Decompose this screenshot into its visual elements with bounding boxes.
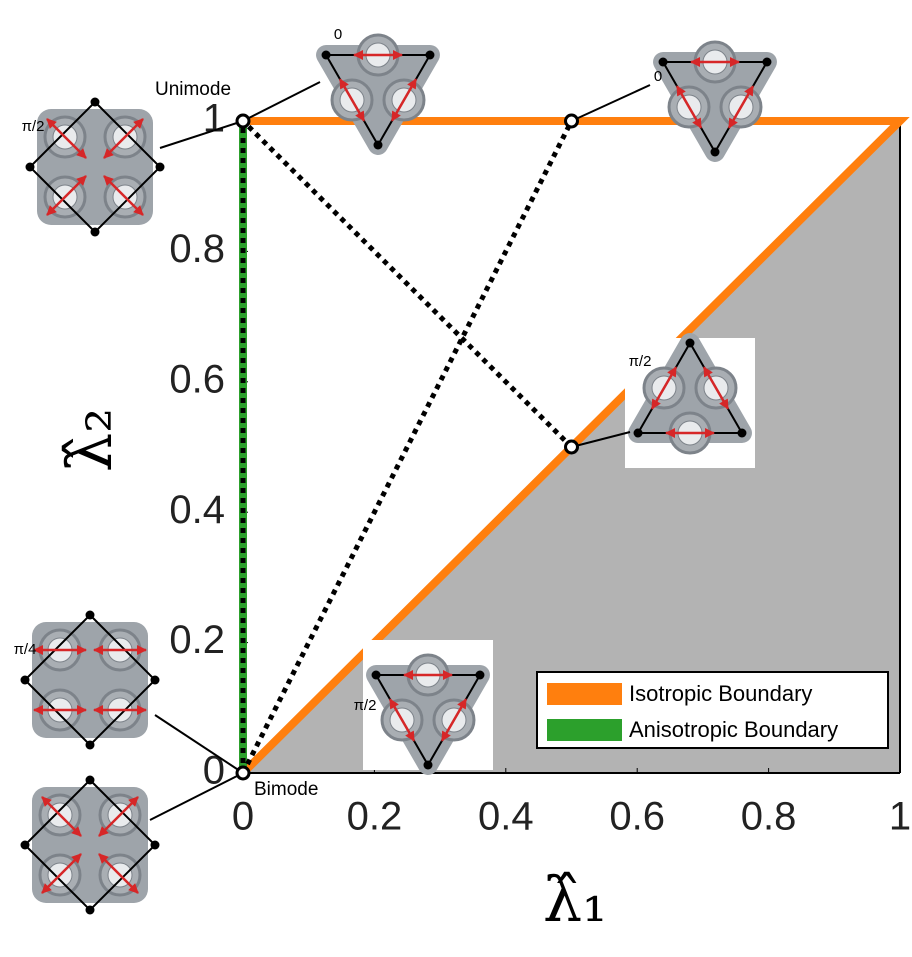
point	[237, 115, 249, 127]
connector	[243, 82, 320, 121]
node	[372, 671, 381, 680]
inset-label: π/4	[14, 641, 37, 658]
x-tick-label: 1	[889, 795, 911, 839]
node	[737, 429, 746, 438]
legend-swatch	[547, 683, 622, 705]
connector	[160, 121, 243, 148]
node	[151, 676, 160, 685]
point	[566, 441, 578, 453]
connector	[572, 85, 651, 121]
x-tick-label: 0.4	[478, 795, 534, 839]
node	[156, 163, 165, 172]
x-tick-label: 0.2	[347, 795, 403, 839]
node	[21, 676, 30, 685]
node	[86, 741, 95, 750]
y-tick-label: 0.6	[169, 357, 225, 401]
connector	[155, 715, 243, 773]
node	[26, 163, 35, 172]
y-tick-label: 0.4	[169, 488, 225, 532]
legend-swatch	[547, 719, 622, 741]
point	[237, 767, 249, 779]
point	[566, 115, 578, 127]
inset-label: π/2	[629, 353, 652, 370]
inset-label: 0	[334, 26, 342, 43]
inset	[21, 776, 160, 915]
node	[21, 841, 30, 850]
inset-label: 0	[654, 68, 662, 85]
node	[91, 98, 100, 107]
inset	[21, 611, 160, 750]
annotation: Unimode	[155, 79, 231, 100]
legend-label: Anisotropic Boundary	[629, 717, 838, 742]
connector	[150, 773, 243, 820]
inset	[322, 35, 435, 150]
legend-label: Isotropic Boundary	[629, 681, 812, 706]
node	[659, 58, 668, 67]
node	[322, 51, 331, 60]
x-tick-label: 0.6	[609, 795, 665, 839]
inset	[363, 640, 493, 770]
node	[86, 776, 95, 785]
node	[711, 148, 720, 157]
inset-label: π/2	[22, 118, 45, 135]
inset	[26, 98, 165, 237]
node	[634, 429, 643, 438]
node	[762, 58, 771, 67]
node	[686, 339, 695, 348]
y-tick-label: 0.2	[169, 618, 225, 662]
inset	[659, 42, 772, 157]
node	[151, 841, 160, 850]
x-tick-label: 0	[232, 795, 254, 839]
y-axis-label: λ̂₂	[53, 408, 126, 472]
node	[86, 611, 95, 620]
annotation: Bimode	[254, 779, 318, 800]
x-axis-label: λ̂₁	[543, 863, 607, 936]
x-tick-label: 0.8	[741, 795, 797, 839]
y-tick-label: 0.8	[169, 227, 225, 271]
node	[475, 671, 484, 680]
node	[86, 906, 95, 915]
node	[374, 141, 383, 150]
node	[424, 761, 433, 770]
y-tick-label: 0	[203, 749, 225, 793]
chart: λ̂₁ λ̂₂ 00.20.40.60.8100.20.40.60.81π/20…	[0, 0, 912, 952]
node	[425, 51, 434, 60]
inset-label: π/2	[354, 697, 377, 714]
node	[91, 228, 100, 237]
